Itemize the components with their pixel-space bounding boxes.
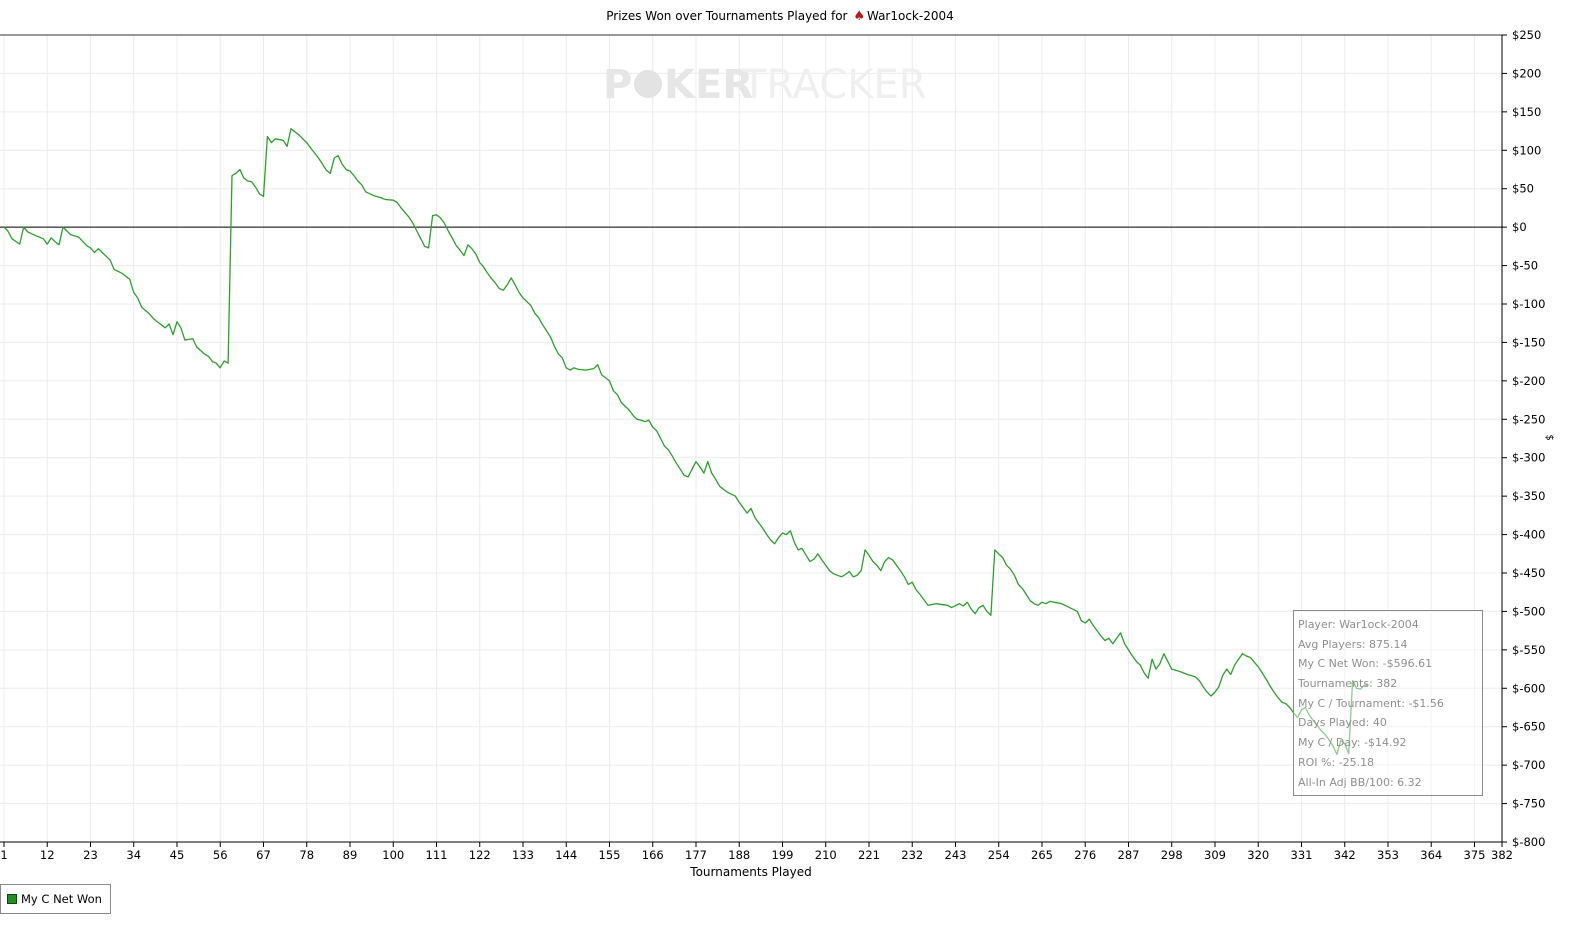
grid-lines (0, 34, 1503, 843)
stat-per-day: My C / Day: -$14.92 (1298, 736, 1407, 750)
y-tick-label: $100 (1512, 143, 1541, 157)
x-tick-label: 45 (170, 848, 185, 862)
x-tick-label: 287 (1118, 848, 1140, 862)
spade-icon: ♠ (853, 9, 865, 24)
watermark-text-tracker: TRACKER (741, 62, 927, 108)
x-tick-label: 382 (1491, 848, 1513, 862)
x-tick-label: 1 (0, 848, 7, 862)
x-tick-label: 89 (343, 848, 358, 862)
legend-swatch (7, 894, 17, 904)
x-tick-label: 243 (945, 848, 967, 862)
x-tick-label: 166 (642, 848, 664, 862)
y-tick-label: $-250 (1512, 412, 1545, 426)
y-tick-label: $200 (1512, 66, 1541, 80)
x-tick-label: 155 (599, 848, 621, 862)
stat-per-tournament: My C / Tournament: -$1.56 (1298, 696, 1444, 710)
y-tick-label: $-150 (1512, 335, 1545, 349)
x-tick-label: 56 (213, 848, 228, 862)
x-tick-label: 265 (1031, 848, 1053, 862)
x-tick-label: 133 (512, 848, 534, 862)
x-tick-label: 309 (1204, 848, 1226, 862)
y-tick-label: $-200 (1512, 374, 1545, 388)
chart-title-row: Prizes Won over Tournaments Played for ♠… (0, 9, 1560, 24)
stat-allin-adj: All-In Adj BB/100: 6.32 (1298, 775, 1422, 789)
player-stats-box: Player: War1ock-2004 Avg Players: 875.14… (1293, 610, 1483, 796)
y-tick-label: $-550 (1512, 643, 1545, 657)
y-tick-label: $50 (1512, 182, 1534, 196)
stat-roi: ROI %: -25.18 (1298, 755, 1375, 769)
y-tick-label: $250 (1512, 28, 1541, 42)
legend-label: My C Net Won (21, 892, 102, 906)
y-tick-label: $-100 (1512, 297, 1545, 311)
y-tick-label: $-700 (1512, 758, 1545, 772)
y-tick-label: $0 (1512, 220, 1527, 234)
watermark-text-p: P (603, 62, 632, 108)
series-line-my-c-net-won (3, 128, 1369, 756)
x-tick-label: 111 (426, 848, 448, 862)
stat-avg-players: Avg Players: 875.14 (1298, 637, 1408, 651)
y-tick-label: $-650 (1512, 720, 1545, 734)
stat-net-won: My C Net Won: -$596.61 (1298, 657, 1433, 671)
x-tick-label: 67 (256, 848, 271, 862)
x-tick-label: 276 (1074, 848, 1096, 862)
x-tick-label: 177 (685, 848, 707, 862)
x-tick-label: 100 (382, 848, 404, 862)
stat-days-played: Days Played: 40 (1298, 716, 1387, 730)
x-axis-ticks: 1 12 23 34 45 56 67 78 89 100 111 122 133 144 155 166 17… (0, 842, 1513, 879)
y-tick-label: $-800 (1512, 835, 1545, 849)
x-tick-label: 331 (1291, 848, 1313, 862)
x-tick-label: 210 (815, 848, 837, 862)
x-tick-label: 12 (40, 848, 55, 862)
x-tick-label: 232 (901, 848, 923, 862)
x-tick-label: 122 (469, 848, 491, 862)
y-tick-label: $150 (1512, 105, 1541, 119)
x-tick-label: 78 (299, 848, 314, 862)
x-tick-label: 23 (83, 848, 98, 862)
x-tick-label: 342 (1334, 848, 1356, 862)
y-axis-ticks: $250 $200 $150 $100 $50 $0 $-50 $-100 $-150 $-200… (1502, 28, 1545, 849)
x-tick-label: 144 (555, 848, 577, 862)
y-tick-label: $-400 (1512, 528, 1545, 542)
x-tick-label: 364 (1420, 848, 1442, 862)
watermark-chip-icon (634, 70, 662, 98)
x-tick-label: 320 (1247, 848, 1269, 862)
x-tick-label: 353 (1377, 848, 1399, 862)
x-tick-label: 375 (1464, 848, 1486, 862)
chart-legend[interactable]: My C Net Won (0, 884, 111, 914)
chart-title: Prizes Won over Tournaments Played for (606, 9, 848, 23)
x-tick-label: 298 (1161, 848, 1183, 862)
x-tick-label: 34 (126, 848, 141, 862)
y-tick-label: $-500 (1512, 604, 1545, 618)
x-axis-label: Tournaments Played (689, 865, 811, 879)
y-tick-label: $-450 (1512, 566, 1545, 580)
x-tick-label: 221 (858, 848, 880, 862)
watermark-text-ker: KER (664, 62, 753, 108)
x-tick-label: 199 (772, 848, 794, 862)
y-tick-label: $-600 (1512, 681, 1545, 695)
stat-player: Player: War1ock-2004 (1298, 618, 1419, 631)
x-tick-label: 188 (728, 848, 750, 862)
y-tick-label: $-50 (1512, 259, 1538, 273)
player-name: War1ock-2004 (866, 9, 954, 23)
y-tick-label: $-750 (1512, 797, 1545, 811)
stat-tournaments: Tournaments: 382 (1298, 677, 1398, 691)
y-tick-label: $-350 (1512, 489, 1545, 503)
y-tick-label: $-300 (1512, 451, 1545, 465)
y-axis-label: $ (1543, 434, 1555, 441)
x-tick-label: 254 (988, 848, 1010, 862)
